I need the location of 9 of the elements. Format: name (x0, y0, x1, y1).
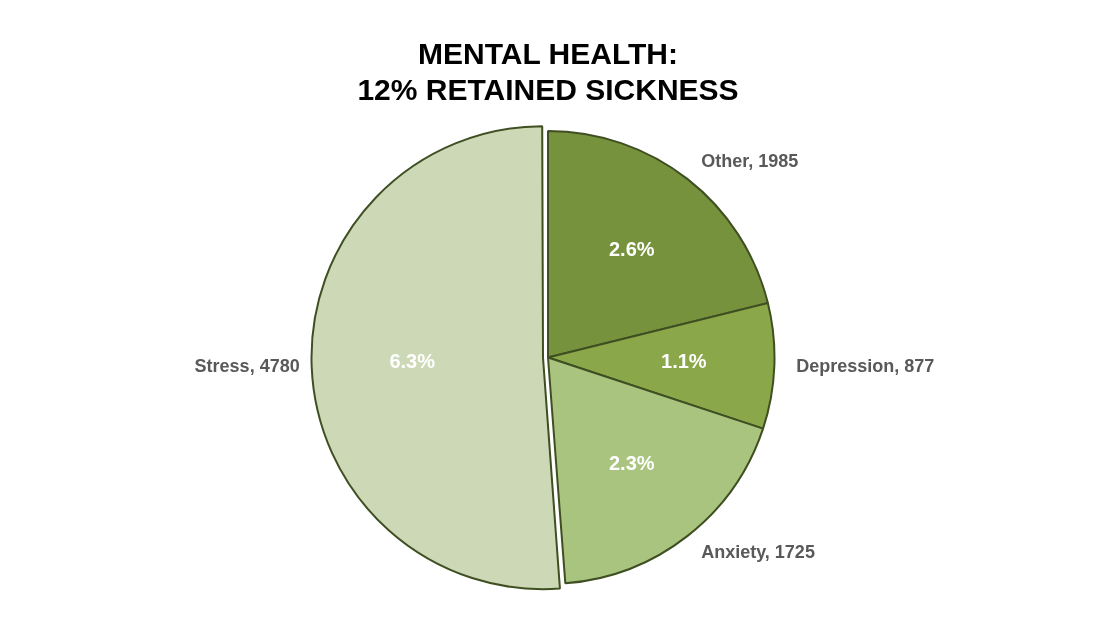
slice-label: Anxiety, 1725 (701, 542, 815, 563)
data-label: 2.6% (608, 238, 655, 260)
data-label: 2.3% (608, 452, 655, 475)
data-label: 1.1% (661, 350, 707, 373)
chart-title: MENTAL HEALTH: 12% RETAINED SICKNESS (357, 37, 739, 107)
slice-label: Stress, 4780 (194, 355, 300, 376)
slice-label: Other, 1985 (701, 150, 799, 171)
slice-label: Depression, 877 (796, 355, 935, 376)
data-label: 6.3% (389, 350, 436, 373)
